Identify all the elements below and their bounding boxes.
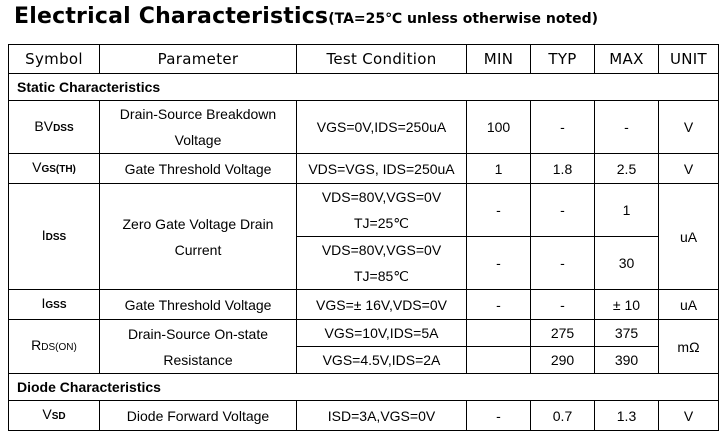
table-row-rdson-1: RDS(ON) Drain-Source On-state Resistance … xyxy=(8,319,719,374)
condition-cell: VGS=10V,IDS=5A xyxy=(296,319,467,347)
min-cell: - xyxy=(466,183,531,237)
section-diode: Diode Characteristics xyxy=(8,373,719,401)
symbol-cell: IGSS xyxy=(8,289,100,320)
min-cell: - xyxy=(466,400,531,431)
typ-cell: - xyxy=(530,183,595,237)
typ-cell: 1.8 xyxy=(530,153,595,184)
min-cell xyxy=(466,346,531,374)
symbol-main: BV xyxy=(34,117,54,134)
min-cell: 100 xyxy=(466,100,531,154)
parameter-cell: Gate Threshold Voltage xyxy=(99,289,297,320)
max-cell: 2.5 xyxy=(594,153,659,184)
condition-cell: VGS=0V,IDS=250uA xyxy=(296,100,467,154)
parameter-line-1: Zero Gate Voltage Drain xyxy=(122,215,274,232)
symbol-sub: SD xyxy=(51,411,66,422)
header-min: MIN xyxy=(466,44,531,74)
header-max: MAX xyxy=(594,44,659,74)
max-cell: ± 10 xyxy=(594,289,659,320)
max-cell: 30 xyxy=(594,236,659,290)
condition-cell: ISD=3A,VGS=0V xyxy=(296,400,467,431)
symbol-sub: DS(ON) xyxy=(41,342,77,353)
symbol-main: V xyxy=(32,159,42,175)
symbol-main: V xyxy=(42,406,52,422)
table-row-vsd: VSD Diode Forward Voltage ISD=3A,VGS=0V … xyxy=(8,400,719,431)
symbol-cell: IDSS xyxy=(8,183,100,290)
symbol-cell: VSD xyxy=(8,400,100,431)
typ-cell: - xyxy=(530,236,595,290)
table-row-igss: IGSS Gate Threshold Voltage VGS=± 16V,VD… xyxy=(8,289,719,320)
symbol-sub: GSS xyxy=(45,300,67,311)
max-cell: 1 xyxy=(594,183,659,237)
unit-cell: uA xyxy=(658,183,719,290)
min-cell: - xyxy=(466,289,531,320)
unit-cell: V xyxy=(658,400,719,431)
header-parameter: Parameter xyxy=(99,44,297,74)
condition-line-2: TJ=85℃ xyxy=(353,268,410,284)
parameter-cell: Drain-Source On-state Resistance xyxy=(99,319,297,374)
max-cell: 375 xyxy=(594,319,659,347)
section-static: Static Characteristics xyxy=(8,73,719,101)
header-row: Symbol Parameter Test Condition MIN TYP … xyxy=(8,44,719,74)
typ-cell: 290 xyxy=(530,346,595,374)
condition-cell: VDS=80V,VGS=0V TJ=25℃ xyxy=(296,183,467,237)
condition-cell: VDS=80V,VGS=0V TJ=85℃ xyxy=(296,236,467,290)
parameter-line-1: Drain-Source Breakdown xyxy=(119,106,277,122)
parameter-line-2: Resistance xyxy=(163,351,233,368)
max-cell: - xyxy=(594,100,659,154)
condition-cell: VGS=4.5V,IDS=2A xyxy=(296,346,467,374)
condition-cell: VDS=VGS, IDS=250uA xyxy=(296,153,467,184)
condition-cell: VGS=± 16V,VDS=0V xyxy=(296,289,467,320)
parameter-cell: Gate Threshold Voltage xyxy=(99,153,297,184)
min-cell: 1 xyxy=(466,153,531,184)
title-main: Electrical Characteristics xyxy=(14,4,329,29)
parameter-cell: Diode Forward Voltage xyxy=(99,400,297,431)
parameter-line-2: Current xyxy=(174,241,222,258)
typ-cell: 0.7 xyxy=(530,400,595,431)
symbol-main: I xyxy=(41,227,46,243)
table-row-idss-2: VDS=80V,VGS=0V TJ=85℃ - - 30 xyxy=(9,236,719,290)
max-cell: 390 xyxy=(594,346,659,374)
symbol-cell: VGS(TH) xyxy=(8,153,100,184)
table-row-vgsth: VGS(TH) Gate Threshold Voltage VDS=VGS, … xyxy=(8,153,719,184)
electrical-characteristics-table: Symbol Parameter Test Condition MIN TYP … xyxy=(8,44,719,431)
symbol-main: I xyxy=(41,295,46,311)
header-unit: UNIT xyxy=(658,44,719,74)
section-row-static: Static Characteristics xyxy=(8,73,719,101)
typ-cell: - xyxy=(530,100,595,154)
parameter-line-1: Drain-Source On-state xyxy=(127,325,269,342)
unit-cell: V xyxy=(658,100,719,154)
header-typ: TYP xyxy=(530,44,595,74)
condition-line-1: VDS=80V,VGS=0V xyxy=(321,242,442,258)
min-cell: - xyxy=(466,236,531,290)
typ-cell: - xyxy=(530,289,595,320)
unit-cell: V xyxy=(658,153,719,184)
parameter-line-2: Voltage xyxy=(174,132,222,148)
parameter-cell: Drain-Source Breakdown Voltage xyxy=(99,100,297,154)
section-row-diode: Diode Characteristics xyxy=(8,373,719,401)
parameter-cell: Zero Gate Voltage Drain Current xyxy=(99,183,297,290)
table-row-bvdss: BVDSS Drain-Source Breakdown Voltage VGS=… xyxy=(8,100,719,154)
title-subtitle: (TA=25℃ unless otherwise noted) xyxy=(328,11,599,27)
unit-cell: uA xyxy=(658,289,719,320)
typ-cell: 275 xyxy=(530,319,595,347)
table-row-rdson-2: VGS=4.5V,IDS=2A 290 390 xyxy=(9,346,719,374)
max-cell: 1.3 xyxy=(594,400,659,431)
condition-line-1: VDS=80V,VGS=0V xyxy=(321,189,442,205)
symbol-sub: DSS xyxy=(53,122,74,134)
page-title: Electrical Characteristics(TA=25℃ unless… xyxy=(14,4,598,29)
header-symbol: Symbol xyxy=(8,44,100,74)
min-cell xyxy=(466,319,531,347)
symbol-cell: BVDSS xyxy=(8,100,100,154)
symbol-sub: GS(TH) xyxy=(41,164,76,175)
symbol-cell: RDS(ON) xyxy=(8,319,100,374)
symbol-main: R xyxy=(31,337,42,353)
unit-cell: mΩ xyxy=(658,319,719,374)
symbol-sub: DSS xyxy=(45,232,67,243)
header-test-condition: Test Condition xyxy=(296,44,467,74)
condition-line-2: TJ=25℃ xyxy=(353,215,410,231)
table-row-idss-1: IDSS Zero Gate Voltage Drain Current VDS=… xyxy=(8,183,719,290)
